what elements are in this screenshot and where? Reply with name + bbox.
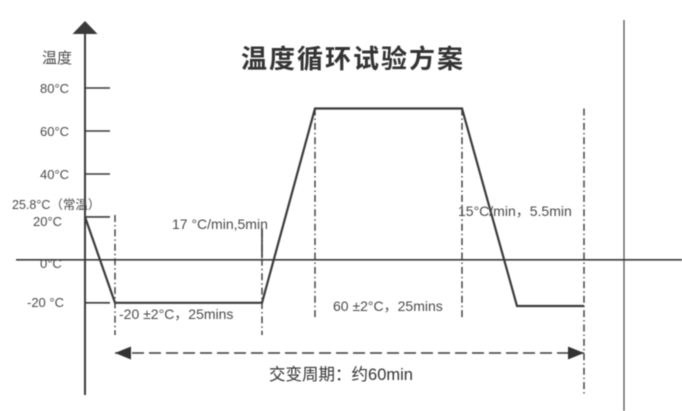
- svg-text:0°C: 0°C: [40, 256, 62, 271]
- svg-text:60°C: 60°C: [40, 124, 69, 139]
- svg-text:-20 °C: -20 °C: [27, 295, 64, 310]
- svg-text:60 ±2°C，25mins: 60 ±2°C，25mins: [333, 298, 443, 314]
- svg-text:-20 ±2°C，25mins: -20 ±2°C，25mins: [119, 306, 233, 322]
- svg-text:温度循环试验方案: 温度循环试验方案: [241, 39, 465, 76]
- svg-text:25.8°C（常温）: 25.8°C（常温）: [12, 198, 100, 212]
- svg-text:交变周期：约60min: 交变周期：约60min: [269, 365, 413, 384]
- svg-text:17 °C/min,5min: 17 °C/min,5min: [172, 216, 268, 232]
- svg-text:40°C: 40°C: [40, 167, 69, 182]
- svg-text:20°C: 20°C: [33, 214, 62, 229]
- svg-text:温度: 温度: [42, 47, 72, 68]
- svg-text:80°C: 80°C: [40, 81, 69, 96]
- svg-text:15°C/min，5.5min: 15°C/min，5.5min: [458, 203, 572, 219]
